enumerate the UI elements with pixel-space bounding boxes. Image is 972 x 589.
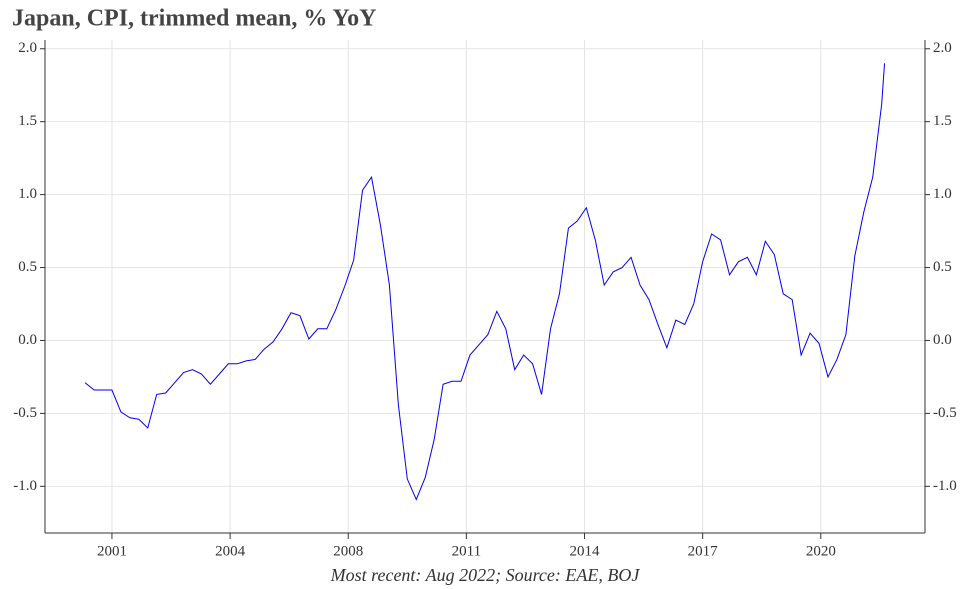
- chart-title: Japan, CPI, trimmed mean, % YoY: [12, 6, 376, 32]
- y-tick-label: 1.5: [18, 113, 37, 129]
- y2-tick-label: 1.5: [933, 113, 952, 129]
- x-tick-label: 2020: [806, 543, 836, 559]
- y2-tick-label: -1.0: [933, 478, 957, 494]
- y-tick-label: 0.5: [18, 259, 37, 275]
- y2-tick-label: 0.5: [933, 259, 952, 275]
- y-tick-label: -1.0: [13, 478, 37, 494]
- y2-tick-label: 1.0: [933, 186, 952, 202]
- y2-tick-label: 2.0: [933, 40, 952, 56]
- y-tick-label: 2.0: [18, 40, 37, 56]
- series-line: [84, 63, 886, 501]
- x-tick-label: 2014: [570, 543, 601, 559]
- footnote: Most recent: Aug 2022; Source: EAE, BOJ: [330, 565, 641, 585]
- y2-tick-label: -0.5: [933, 405, 957, 421]
- y-tick-label: 0.0: [18, 332, 37, 348]
- y-tick-label: -0.5: [13, 405, 37, 421]
- x-tick-label: 2001: [97, 543, 127, 559]
- x-tick-label: 2008: [333, 543, 363, 559]
- x-tick-label: 2011: [452, 543, 481, 559]
- x-tick-label: 2017: [688, 543, 719, 559]
- x-tick-label: 2004: [215, 543, 246, 559]
- y-tick-label: 1.0: [18, 186, 37, 202]
- y2-tick-label: 0.0: [933, 332, 952, 348]
